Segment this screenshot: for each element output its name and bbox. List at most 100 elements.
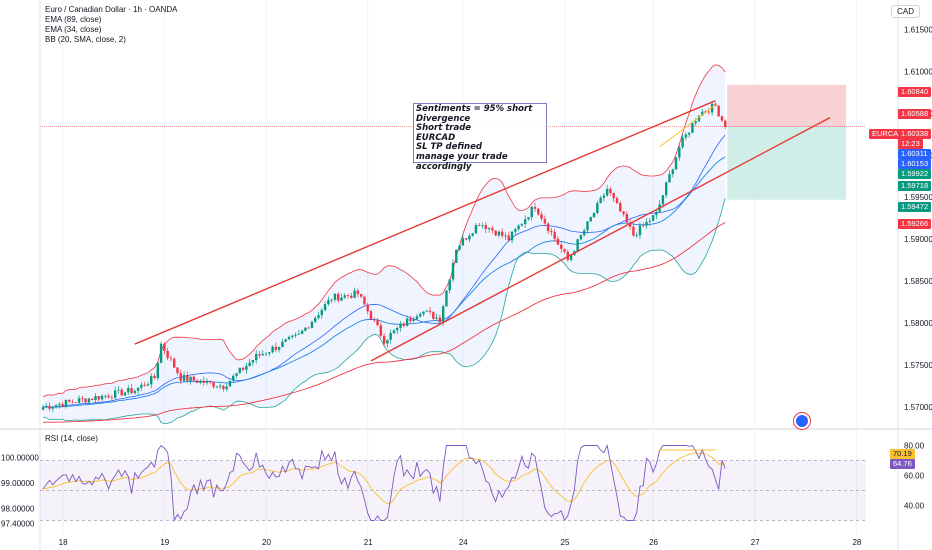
- candle-body: [619, 202, 622, 212]
- candle-body: [625, 213, 629, 223]
- candle-body: [373, 319, 376, 321]
- candle-body: [54, 405, 58, 408]
- upper-trendline: [134, 100, 716, 345]
- candle-body: [674, 157, 678, 170]
- candle-body: [707, 111, 711, 113]
- candle-body: [537, 208, 540, 215]
- candle-body: [671, 169, 674, 174]
- candle-body: [258, 354, 261, 356]
- candle-body: [264, 353, 268, 355]
- price-tag-3: 1.60153: [898, 159, 932, 169]
- candle-body: [113, 390, 117, 398]
- legend-ema89[interactable]: EMA (89, close): [45, 15, 102, 24]
- candle-body: [501, 231, 504, 236]
- candle-body: [307, 327, 310, 329]
- legend-bb[interactable]: BB (20, SMA, close, 2): [45, 35, 126, 44]
- candle-body: [596, 203, 599, 213]
- candle-body: [343, 295, 346, 298]
- candle-body: [494, 230, 497, 236]
- candle-body: [209, 380, 212, 383]
- rsi-band: [40, 460, 866, 521]
- candle-body: [156, 362, 159, 379]
- y-tick-label: 1.58000: [904, 319, 932, 328]
- candle-body: [563, 248, 566, 252]
- candle-body: [527, 217, 530, 220]
- candle-body: [97, 396, 100, 400]
- candle-body: [491, 228, 494, 231]
- candle-body: [186, 375, 189, 381]
- x-tick-label: 21: [364, 538, 373, 547]
- candle-body: [159, 343, 163, 363]
- candle-body: [195, 380, 199, 383]
- candle-body: [150, 376, 153, 385]
- candle-body: [173, 358, 176, 368]
- candle-body: [497, 231, 501, 236]
- candle-body: [225, 386, 228, 390]
- candle-body: [451, 262, 455, 280]
- candle-body: [215, 386, 219, 388]
- candle-body: [678, 147, 681, 158]
- candle-body: [163, 343, 166, 351]
- legend-ema34[interactable]: EMA (34, close): [45, 25, 102, 34]
- y-tick-label: 1.61000: [904, 67, 932, 76]
- price-tag-5: 1.59718: [898, 181, 932, 191]
- candle-body: [422, 311, 425, 315]
- bb-fill: [43, 64, 726, 424]
- candle-body: [222, 385, 225, 390]
- candle-body: [628, 222, 632, 227]
- note-line-5: SL TP defined: [416, 142, 482, 153]
- candle-body: [533, 206, 537, 209]
- candle-body: [330, 299, 333, 301]
- left-scale-label: 100.00000: [1, 454, 39, 463]
- candle-body: [655, 211, 658, 216]
- x-tick-label: 18: [59, 538, 68, 547]
- candle-body: [586, 221, 589, 231]
- note-line-2: Divergence: [416, 113, 471, 124]
- trade-note[interactable]: Sentiments = 95% short Divergence Short …: [413, 103, 547, 171]
- candle-body: [133, 390, 137, 394]
- note-line-4: EURCAD: [416, 132, 456, 143]
- price-tag-4: 1.59922: [898, 169, 932, 179]
- candle-body: [284, 339, 287, 342]
- candle-body: [645, 221, 648, 226]
- candle-body: [323, 304, 327, 311]
- countdown-tag: 12:23: [898, 139, 923, 149]
- currency-button[interactable]: CAD: [891, 5, 920, 18]
- candle-body: [724, 120, 727, 127]
- candle-body: [409, 318, 412, 322]
- x-tick-label: 20: [262, 538, 271, 547]
- candle-body: [412, 319, 415, 322]
- candle-body: [91, 398, 94, 401]
- candle-body: [136, 387, 140, 391]
- candle-body: [471, 233, 474, 236]
- candle-body: [117, 389, 120, 391]
- candle-body: [228, 380, 232, 387]
- candle-body: [274, 346, 278, 350]
- candle-body: [182, 375, 186, 381]
- rsi-legend[interactable]: RSI (14, close): [45, 434, 98, 443]
- event-marker-icon[interactable]: [794, 413, 810, 429]
- candle-body: [277, 347, 281, 350]
- candle-body: [68, 399, 71, 402]
- last-price-tag: 1.60338: [898, 129, 932, 139]
- x-tick-label: 25: [561, 538, 570, 547]
- candle-body: [661, 195, 665, 205]
- candle-body: [314, 317, 317, 322]
- candle-body: [287, 336, 291, 340]
- candle-body: [333, 293, 337, 300]
- candle-body: [445, 290, 448, 307]
- candle-body: [550, 230, 553, 233]
- candle-body: [212, 382, 215, 387]
- note-line-6: manage your trade accordingly: [416, 151, 508, 172]
- candle-body: [143, 384, 146, 386]
- candle-body: [697, 115, 701, 122]
- candle-body: [382, 335, 386, 344]
- candle-body: [415, 316, 419, 320]
- candle-body: [665, 182, 668, 196]
- candle-body: [189, 376, 192, 381]
- candle-body: [681, 137, 684, 148]
- candle-body: [504, 235, 507, 237]
- candle-body: [710, 103, 714, 113]
- candle-body: [701, 111, 704, 116]
